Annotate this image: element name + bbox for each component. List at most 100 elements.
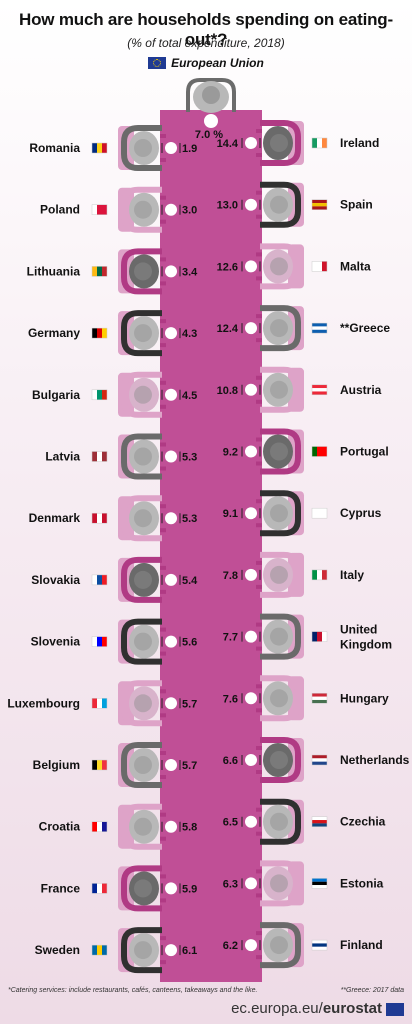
diner-hand	[160, 257, 166, 262]
diner-left-luxembourg	[118, 680, 181, 727]
diner-right-cyprus	[241, 490, 304, 537]
country-label-croatia: Croatia	[39, 820, 81, 834]
value-label-malta: 12.6	[217, 261, 238, 273]
plate	[165, 944, 177, 957]
diner-hand	[256, 399, 262, 404]
diner-head	[270, 504, 288, 523]
diner-head	[134, 447, 152, 466]
diner-left-slovakia	[118, 556, 181, 603]
diner-hand	[256, 622, 262, 627]
diner-body	[129, 871, 159, 906]
diner-left-france	[118, 865, 181, 912]
diner-hand	[160, 504, 166, 509]
plate	[165, 450, 177, 463]
diner-right-italy	[241, 551, 304, 598]
diner-body	[263, 434, 293, 469]
diner-hand	[256, 931, 262, 936]
diner-right-austria	[241, 366, 304, 413]
diner-body	[263, 496, 293, 531]
value-label-latvia: 5.3	[182, 452, 197, 464]
diner-head	[134, 324, 152, 343]
diner-body	[263, 187, 293, 222]
diner-body	[263, 928, 293, 963]
chair-frame	[260, 613, 301, 660]
diner-hand	[256, 153, 262, 157]
diner-body	[263, 619, 293, 654]
diner-left-slovenia	[118, 618, 181, 665]
diner-right-hungary	[241, 675, 304, 722]
diner-hand	[160, 775, 166, 779]
diner-body	[263, 743, 293, 777]
country-label-slovakia: Slovakia	[31, 573, 80, 587]
diner-body	[129, 624, 159, 659]
diner-hand	[256, 869, 262, 874]
diner-right-greece	[241, 305, 304, 352]
diner-hand	[256, 684, 262, 689]
value-label-cyprus: 9.1	[223, 508, 238, 520]
diner-right-netherlands	[241, 737, 304, 783]
diner-head	[270, 134, 288, 152]
diner-head	[134, 509, 152, 528]
diner-body	[263, 249, 293, 284]
source-brand: eurostat	[322, 1000, 382, 1017]
value-label-estonia: 6.3	[223, 878, 238, 890]
value-label-austria: 10.8	[217, 385, 238, 397]
flag-netherlands-icon	[311, 754, 328, 766]
country-label-bulgaria: Bulgaria	[32, 388, 80, 402]
country-label-malta: Malta	[340, 259, 371, 273]
diner-hand	[256, 807, 262, 812]
plate	[165, 759, 177, 771]
chair-frame	[260, 120, 301, 166]
diner-left-romania	[118, 125, 181, 171]
chair-frame	[121, 865, 162, 912]
diner-body	[129, 501, 159, 536]
country-label-slovenia: Slovenia	[31, 635, 81, 649]
flag-slovenia-icon	[91, 636, 108, 647]
country-label-romania: Romania	[29, 141, 80, 155]
plate	[165, 203, 177, 216]
flag-czechia-icon	[311, 816, 328, 827]
value-label-spain: 13.0	[217, 200, 238, 212]
chair-frame	[121, 680, 162, 727]
value-label-netherlands: 6.6	[223, 755, 238, 767]
flag-slovakia-icon	[91, 574, 108, 586]
value-label-portugal: 9.2	[223, 447, 238, 459]
diner-body	[129, 748, 159, 782]
flag-luxembourg-icon	[91, 698, 108, 709]
value-label-greece: 12.4	[217, 323, 239, 335]
diner-right-ireland	[241, 120, 304, 166]
flag-estonia-icon	[311, 878, 328, 889]
plate	[165, 327, 177, 340]
diner-hand	[256, 770, 262, 774]
diner-hand	[160, 195, 166, 200]
country-label-estonia: Estonia	[340, 876, 384, 890]
chair-frame	[260, 181, 301, 228]
diner-body	[129, 254, 159, 289]
country-label-germany: Germany	[28, 326, 80, 340]
source-label[interactable]: ec.europa.eu/eurostat	[231, 1000, 382, 1017]
flag-bulgaria-icon	[91, 389, 108, 401]
diner-right-malta	[241, 243, 304, 290]
chair-frame	[260, 860, 301, 907]
eu-value-label: 7.0 %	[195, 129, 223, 141]
plate	[245, 383, 257, 396]
diner-hand	[160, 404, 166, 409]
plate	[245, 568, 257, 581]
flag-croatia-icon	[91, 821, 108, 832]
diner-hand	[256, 560, 262, 565]
diner-head	[270, 380, 288, 399]
flag-romania-icon	[91, 142, 108, 154]
diner-head	[270, 627, 288, 646]
diner-hand	[160, 528, 166, 533]
diner-hand	[160, 466, 166, 471]
diner-body	[129, 377, 159, 412]
country-label-netherlands: Netherlands	[340, 753, 410, 767]
country-label-czechia: Czechia	[340, 815, 386, 829]
diner-right-finland	[241, 922, 304, 969]
chart-subtitle: (% of total expenditure, 2018)	[127, 36, 285, 50]
value-label-germany: 4.3	[182, 328, 197, 340]
value-label-luxembourg: 5.7	[182, 698, 197, 710]
chair-frame	[260, 490, 301, 537]
diner-body	[129, 562, 159, 597]
